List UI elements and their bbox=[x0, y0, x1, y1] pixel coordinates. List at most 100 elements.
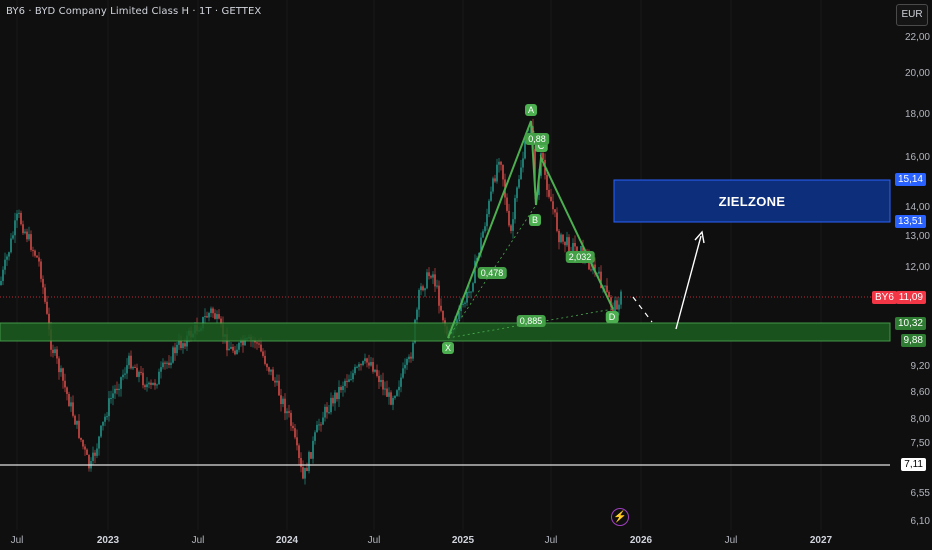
arrow-head bbox=[694, 230, 705, 244]
candle-body bbox=[120, 377, 122, 389]
candle-body bbox=[522, 158, 524, 168]
ratio-abc: 0,88 bbox=[525, 133, 549, 145]
candle-body bbox=[166, 362, 168, 364]
candle-body bbox=[2, 269, 4, 281]
candle-body bbox=[14, 220, 16, 236]
candle-body bbox=[614, 300, 616, 314]
candle-body bbox=[244, 338, 246, 346]
candle-body bbox=[560, 234, 562, 243]
candle-body bbox=[306, 467, 308, 472]
candle-body bbox=[400, 377, 402, 387]
support-zone[interactable] bbox=[0, 322, 891, 342]
candle-body bbox=[344, 380, 346, 387]
x-tick: Jul bbox=[724, 535, 738, 546]
candle-body bbox=[20, 212, 22, 225]
candle-body bbox=[134, 366, 136, 368]
candle-body bbox=[276, 380, 278, 383]
candle-body bbox=[170, 362, 172, 366]
candle-body bbox=[102, 421, 104, 426]
candle-body bbox=[126, 365, 128, 374]
candle-body bbox=[72, 402, 74, 416]
candle-body bbox=[600, 271, 602, 288]
candle-body bbox=[312, 440, 314, 459]
candle-body bbox=[274, 380, 276, 383]
candle-body bbox=[318, 424, 320, 426]
candle-body bbox=[220, 318, 222, 325]
last-price-badge: 11,09 bbox=[895, 291, 926, 304]
candle-body bbox=[426, 272, 428, 289]
candle-body bbox=[598, 271, 600, 274]
candle-body bbox=[278, 380, 280, 396]
candle-body bbox=[156, 384, 158, 386]
candle-body bbox=[412, 342, 414, 359]
target-zone[interactable] bbox=[613, 179, 891, 223]
candle-body bbox=[128, 355, 130, 366]
y-tick: 6,10 bbox=[910, 516, 930, 527]
candle-body bbox=[214, 313, 216, 319]
candle-body bbox=[184, 343, 186, 347]
candle-body bbox=[502, 164, 504, 180]
candle-body bbox=[162, 362, 164, 368]
pattern-point-b[interactable]: B bbox=[528, 214, 542, 226]
candle-body bbox=[82, 439, 84, 447]
candle-body bbox=[6, 256, 8, 260]
candle-body bbox=[88, 454, 90, 469]
candle-body bbox=[226, 334, 228, 351]
harmonic-pattern[interactable] bbox=[447, 120, 614, 339]
candle-body bbox=[374, 369, 376, 372]
candle-body bbox=[96, 448, 98, 456]
pattern-point-a[interactable]: A bbox=[524, 104, 538, 116]
candle-body bbox=[354, 367, 356, 374]
candle-body bbox=[558, 230, 560, 243]
candle-body bbox=[442, 310, 444, 321]
arrow-line[interactable] bbox=[675, 235, 702, 330]
lightning-icon[interactable]: ⚡ bbox=[611, 508, 629, 526]
candle-body bbox=[394, 395, 396, 399]
candle-body bbox=[66, 387, 68, 394]
candle-body bbox=[110, 397, 112, 399]
currency-button[interactable]: EUR bbox=[896, 4, 928, 26]
y-tick: 9,20 bbox=[910, 361, 930, 372]
candle-body bbox=[386, 388, 388, 397]
y-tick: 14,00 bbox=[904, 202, 930, 213]
candle-body bbox=[300, 458, 302, 468]
candle-body bbox=[340, 387, 342, 391]
candle-body bbox=[146, 384, 148, 388]
candle-body bbox=[534, 149, 536, 193]
candle-body bbox=[576, 246, 578, 254]
candle-body bbox=[122, 374, 124, 378]
pattern-point-x[interactable]: X bbox=[441, 342, 455, 354]
candle-body bbox=[420, 286, 422, 291]
candle-body bbox=[390, 392, 392, 405]
candle-body bbox=[512, 219, 514, 231]
candle-body bbox=[468, 291, 470, 293]
pattern-point-d[interactable]: D bbox=[605, 311, 619, 323]
candle-body bbox=[332, 397, 334, 404]
candle-body bbox=[520, 167, 522, 180]
candle-body bbox=[152, 382, 154, 385]
candle-body bbox=[28, 234, 30, 240]
candle-body bbox=[280, 395, 282, 405]
candle-body bbox=[54, 349, 56, 354]
candle-body bbox=[38, 257, 40, 262]
candle-body bbox=[212, 308, 214, 314]
candle-body bbox=[326, 406, 328, 413]
price-badge-lower: 13,51 bbox=[894, 215, 926, 228]
candle-body bbox=[328, 412, 330, 414]
candle-body bbox=[554, 209, 556, 213]
candle-body bbox=[498, 161, 500, 165]
x-tick: Jul bbox=[10, 535, 24, 546]
candle-body bbox=[548, 189, 550, 197]
candle-body bbox=[4, 259, 6, 270]
candle-body bbox=[60, 368, 62, 373]
candle-body bbox=[356, 366, 358, 368]
candle-body bbox=[34, 250, 36, 256]
candle-body bbox=[304, 467, 306, 479]
candle-body bbox=[118, 388, 120, 391]
candle-body bbox=[106, 416, 108, 418]
candle-body bbox=[264, 355, 266, 364]
candle-body bbox=[76, 420, 78, 425]
candle-body bbox=[64, 380, 66, 388]
candle-body bbox=[456, 319, 458, 323]
